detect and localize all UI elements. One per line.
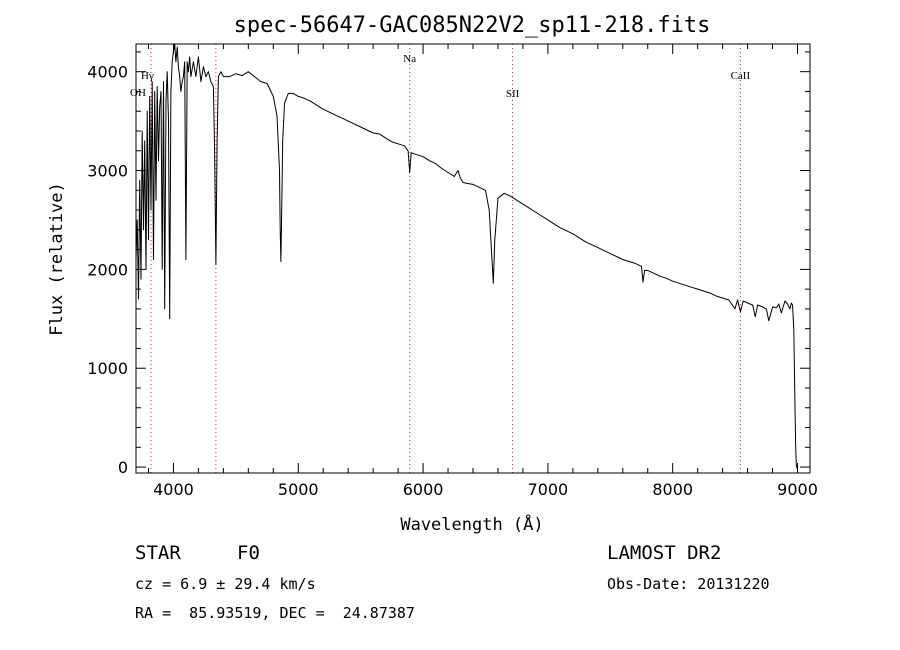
- line-marker-label: Hγ: [141, 70, 154, 82]
- redshift-velocity: cz = 6.9 ± 29.4 km/s: [135, 575, 316, 593]
- y-axis-title: Flux (relative): [47, 182, 67, 336]
- y-tick-label: 3000: [87, 162, 128, 181]
- x-tick-label: 5000: [278, 480, 319, 499]
- object-class: STAR: [135, 542, 181, 564]
- observation-date: Obs-Date: 20131220: [607, 575, 770, 593]
- object-subclass: F0: [237, 542, 260, 564]
- y-tick-label: 2000: [87, 260, 128, 279]
- plot-frame: [135, 43, 811, 474]
- plot-area: [135, 43, 798, 470]
- coordinates: RA = 85.93519, DEC = 24.87387: [135, 604, 415, 622]
- line-marker-label: Na: [403, 53, 416, 65]
- line-marker-label: OH: [130, 87, 146, 99]
- axes: 4000 5000 6000 7000 8000 9000 0 1000 2000 3000 400…: [87, 43, 818, 499]
- chart-title: spec-56647-GAC085N22V2_sp11-218.fits: [234, 13, 711, 38]
- y-tick-label: 0: [118, 458, 128, 477]
- x-tick-label: 4000: [153, 480, 194, 499]
- y-tick-label: 4000: [87, 63, 128, 82]
- line-marker-label: SII: [506, 88, 520, 100]
- y-tick-label: 1000: [87, 359, 128, 378]
- x-tick-label: 9000: [777, 480, 818, 499]
- x-axis-title: Wavelength (Å): [400, 513, 543, 535]
- survey-label: LAMOST DR2: [607, 542, 722, 564]
- line-markers: OH Hγ Na SII CaII: [130, 44, 750, 473]
- x-tick-label: 6000: [403, 480, 444, 499]
- x-tick-label: 8000: [652, 480, 693, 499]
- spectrum-line-0: [135, 43, 798, 470]
- x-tick-label: 7000: [528, 480, 569, 499]
- line-marker-label: CaII: [731, 70, 751, 82]
